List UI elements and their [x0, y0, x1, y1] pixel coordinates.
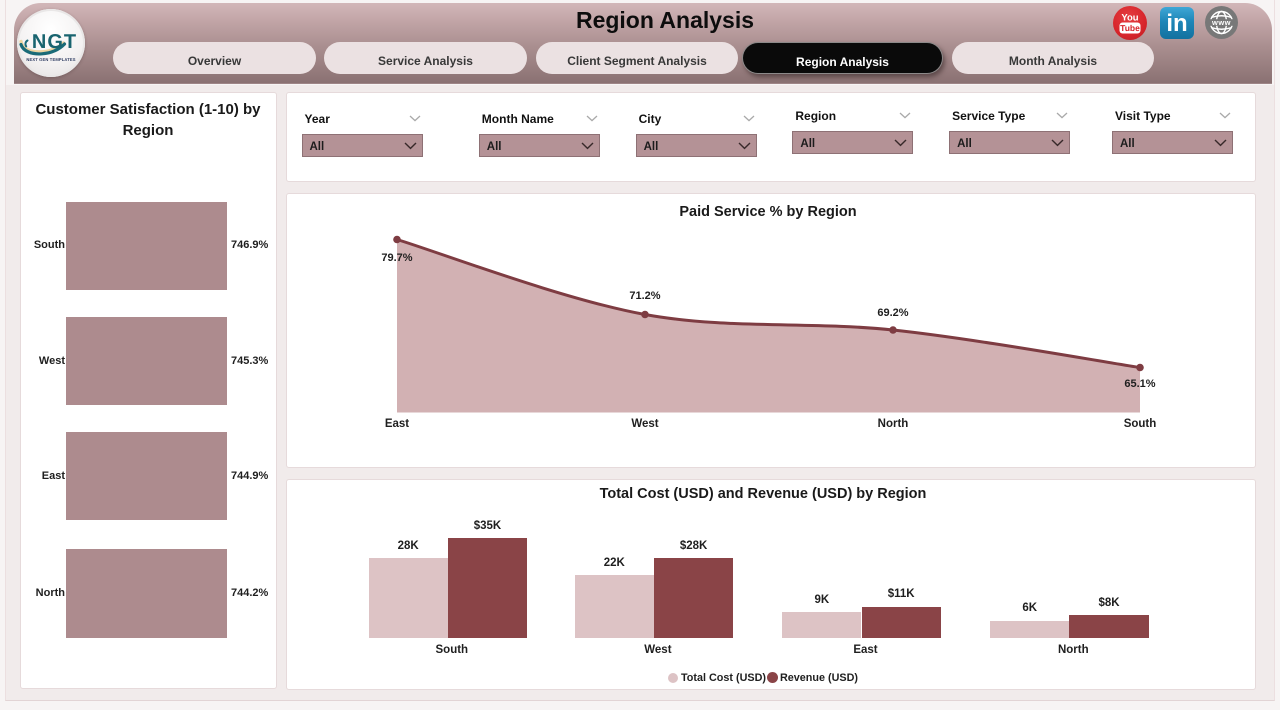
svg-text:www: www: [1211, 18, 1231, 27]
svg-text:You: You: [1121, 13, 1138, 24]
svg-text:Tube: Tube: [1120, 23, 1140, 33]
svg-text:NEXT GEN TEMPLATES: NEXT GEN TEMPLATES: [26, 57, 75, 62]
svg-text:NGT: NGT: [32, 31, 77, 53]
